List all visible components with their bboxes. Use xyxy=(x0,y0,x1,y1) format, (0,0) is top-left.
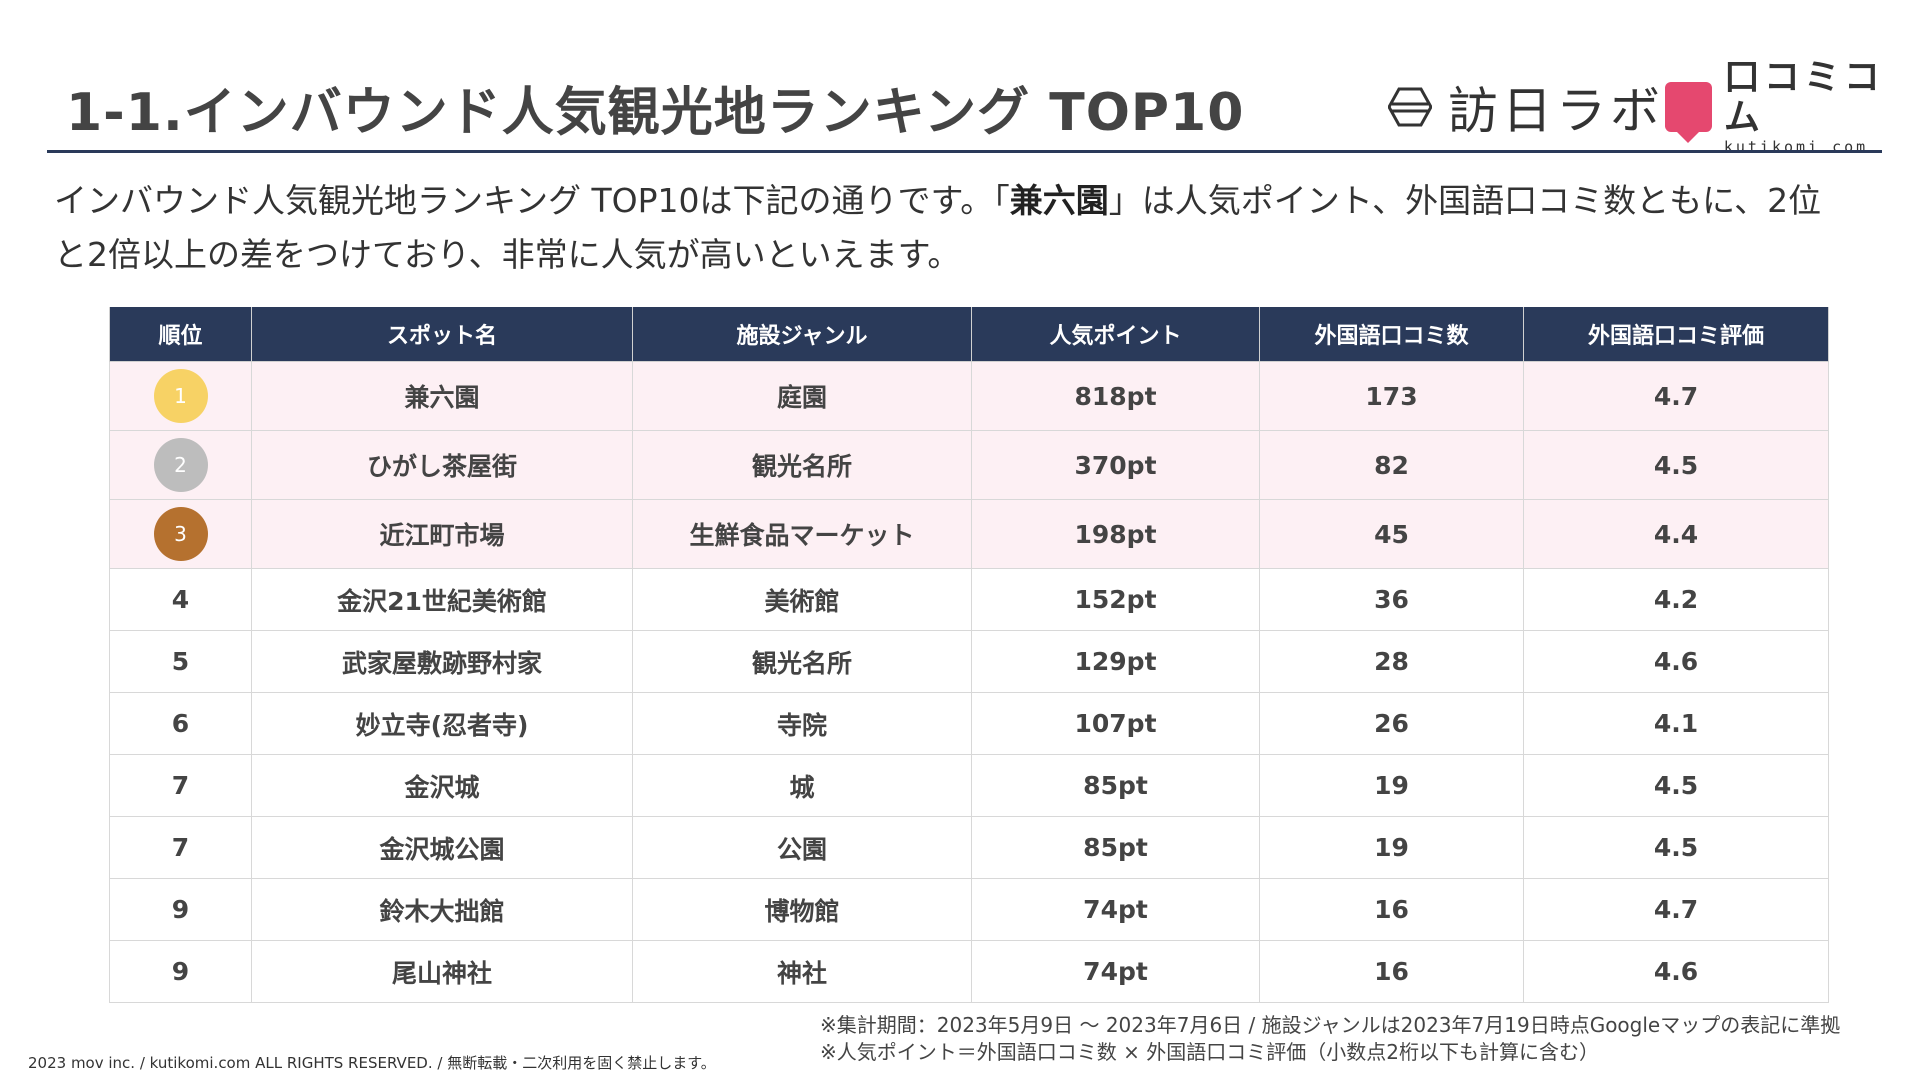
cell-genre: 観光名所 xyxy=(632,430,972,500)
cell-genre: 寺院 xyxy=(632,692,972,755)
cell-spot: 金沢城 xyxy=(251,754,633,817)
cell-rank: 7 xyxy=(109,754,252,817)
houjin-labo-logo: 訪日ラボ xyxy=(1388,72,1664,142)
cell-rank: 9 xyxy=(109,878,252,941)
header-rank: 順位 xyxy=(109,307,252,362)
cell-rating: 4.5 xyxy=(1523,816,1829,879)
table-row: 7 金沢城城 85pt 19 4.5 xyxy=(109,754,1829,817)
cell-reviews: 16 xyxy=(1259,878,1524,941)
cell-spot: 金沢城公園 xyxy=(251,816,633,879)
description-part1: インバウンド人気観光地ランキング TOP10は下記の通りです。「 xyxy=(54,181,1010,220)
cell-reviews: 26 xyxy=(1259,692,1524,755)
footnote-period: ※集計期間：2023年5月9日 〜 2023年7月6日 / 施設ジャンルは202… xyxy=(820,1013,1841,1037)
kutikomi-name-jp: 口コミコム xyxy=(1723,57,1884,138)
cell-rank: 2 xyxy=(109,430,252,500)
cell-points: 85pt xyxy=(971,754,1260,817)
cell-points: 370pt xyxy=(971,430,1260,500)
table-row: 1 兼六園 庭園 818pt 173 4.7 xyxy=(109,361,1829,431)
cell-points: 818pt xyxy=(971,361,1260,431)
table-row: 6 妙立寺(忍者寺) 寺院 107pt 26 4.1 xyxy=(109,692,1829,755)
houjin-labo-name: 訪日ラボ xyxy=(1448,82,1664,140)
cell-spot: 近江町市場 xyxy=(251,499,633,569)
cell-rating: 4.2 xyxy=(1523,568,1829,631)
cell-rating: 4.5 xyxy=(1523,430,1829,500)
cell-rank: 9 xyxy=(109,940,252,1003)
kutikomi-name-en: kutikomi com xyxy=(1723,138,1869,156)
cell-rating: 4.6 xyxy=(1523,940,1829,1003)
cell-spot: 妙立寺(忍者寺) xyxy=(251,692,633,755)
cell-rank: 5 xyxy=(109,630,252,693)
copyright: 2023 mov inc. / kutikomi.com ALL RIGHTS … xyxy=(28,1054,716,1072)
table-row: 7 金沢城公園 公園 85pt 19 4.5 xyxy=(109,816,1829,879)
cell-points: 152pt xyxy=(971,568,1260,631)
table-row: 9 鈴木大拙館 博物館 74pt 16 4.7 xyxy=(109,878,1829,941)
cell-genre: 博物館 xyxy=(632,878,972,941)
cell-genre: 庭園 xyxy=(632,361,972,431)
page-title: 1-1.インバウンド人気観光地ランキング TOP10 xyxy=(66,83,1245,143)
description-text: インバウンド人気観光地ランキング TOP10は下記の通りです。「兼六園」は人気ポ… xyxy=(54,174,1854,282)
cell-genre: 生鮮食品マーケット xyxy=(632,499,972,569)
header-rating: 外国語口コミ評価 xyxy=(1523,307,1829,362)
cell-rating: 4.5 xyxy=(1523,754,1829,817)
table-row: 3 近江町市場 生鮮食品マーケット 198pt 45 4.4 xyxy=(109,499,1829,569)
cell-rank: 7 xyxy=(109,816,252,879)
cell-reviews: 19 xyxy=(1259,816,1524,879)
cell-points: 74pt xyxy=(971,878,1260,941)
table-row: 4 金沢21世紀美術館 美術館 152pt 36 4.2 xyxy=(109,568,1829,631)
description-part2: 」は人気ポイント、外国語口コミ数ともに、2位と2倍以上の差をつけており、非常に人… xyxy=(54,181,1822,274)
footnote-formula: ※人気ポイント＝外国語口コミ数 × 外国語口コミ評価（小数点2桁以下も計算に含む… xyxy=(820,1040,1599,1064)
cell-rating: 4.6 xyxy=(1523,630,1829,693)
table-row: 9 尾山神社 神社 74pt 16 4.6 xyxy=(109,940,1829,1003)
table-row: 2 ひがし茶屋街 観光名所 370pt 82 4.5 xyxy=(109,430,1829,500)
table-header-row: 順位 スポット名 施設ジャンル 人気ポイント 外国語口コミ数 外国語口コミ評価 xyxy=(109,307,1829,362)
ranking-table: 順位 スポット名 施設ジャンル 人気ポイント 外国語口コミ数 外国語口コミ評価 … xyxy=(109,307,1829,1003)
rank-medal-icon: 2 xyxy=(153,438,208,492)
cell-spot: 鈴木大拙館 xyxy=(251,878,633,941)
cell-genre: 観光名所 xyxy=(632,630,972,693)
cell-reviews: 28 xyxy=(1259,630,1524,693)
cell-rank: 6 xyxy=(109,692,252,755)
cell-reviews: 36 xyxy=(1259,568,1524,631)
cell-reviews: 19 xyxy=(1259,754,1524,817)
kutikomi-logo: 口コミコム kutikomi com xyxy=(1665,58,1919,156)
cell-rank: 4 xyxy=(109,568,252,631)
cell-spot: 武家屋敷跡野村家 xyxy=(251,630,633,693)
header-points: 人気ポイント xyxy=(971,307,1260,362)
cell-spot: ひがし茶屋街 xyxy=(251,430,633,500)
speech-bubble-icon xyxy=(1665,82,1712,143)
cell-rating: 4.7 xyxy=(1523,361,1829,431)
title-divider xyxy=(47,150,1882,153)
cell-reviews: 82 xyxy=(1259,430,1524,500)
table-row: 5 武家屋敷跡野村家 観光名所 129pt 28 4.6 xyxy=(109,630,1829,693)
description-highlight: 兼六園 xyxy=(1009,181,1109,220)
cell-points: 198pt xyxy=(971,499,1260,569)
cell-rating: 4.1 xyxy=(1523,692,1829,755)
cell-spot: 金沢21世紀美術館 xyxy=(251,568,633,631)
cell-genre: 公園 xyxy=(632,816,972,879)
cell-points: 85pt xyxy=(971,816,1260,879)
cell-genre: 美術館 xyxy=(632,568,972,631)
cell-points: 74pt xyxy=(971,940,1260,1003)
cell-spot: 尾山神社 xyxy=(251,940,633,1003)
cell-points: 107pt xyxy=(971,692,1260,755)
rank-medal-icon: 3 xyxy=(153,507,208,561)
header-reviews: 外国語口コミ数 xyxy=(1259,307,1524,362)
cell-rank: 1 xyxy=(109,361,252,431)
cell-reviews: 16 xyxy=(1259,940,1524,1003)
cell-reviews: 173 xyxy=(1259,361,1524,431)
cell-genre: 城 xyxy=(632,754,972,817)
header-spot: スポット名 xyxy=(251,307,633,362)
cell-reviews: 45 xyxy=(1259,499,1524,569)
footnotes: ※集計期間：2023年5月9日 〜 2023年7月6日 / 施設ジャンルは202… xyxy=(820,1012,1840,1066)
cell-points: 129pt xyxy=(971,630,1260,693)
cell-rating: 4.4 xyxy=(1523,499,1829,569)
cell-rank: 3 xyxy=(109,499,252,569)
header-genre: 施設ジャンル xyxy=(632,307,972,362)
cell-rating: 4.7 xyxy=(1523,878,1829,941)
cell-genre: 神社 xyxy=(632,940,972,1003)
cell-spot: 兼六園 xyxy=(251,361,633,431)
rank-medal-icon: 1 xyxy=(153,369,208,423)
hexagon-logo-icon xyxy=(1388,87,1432,127)
